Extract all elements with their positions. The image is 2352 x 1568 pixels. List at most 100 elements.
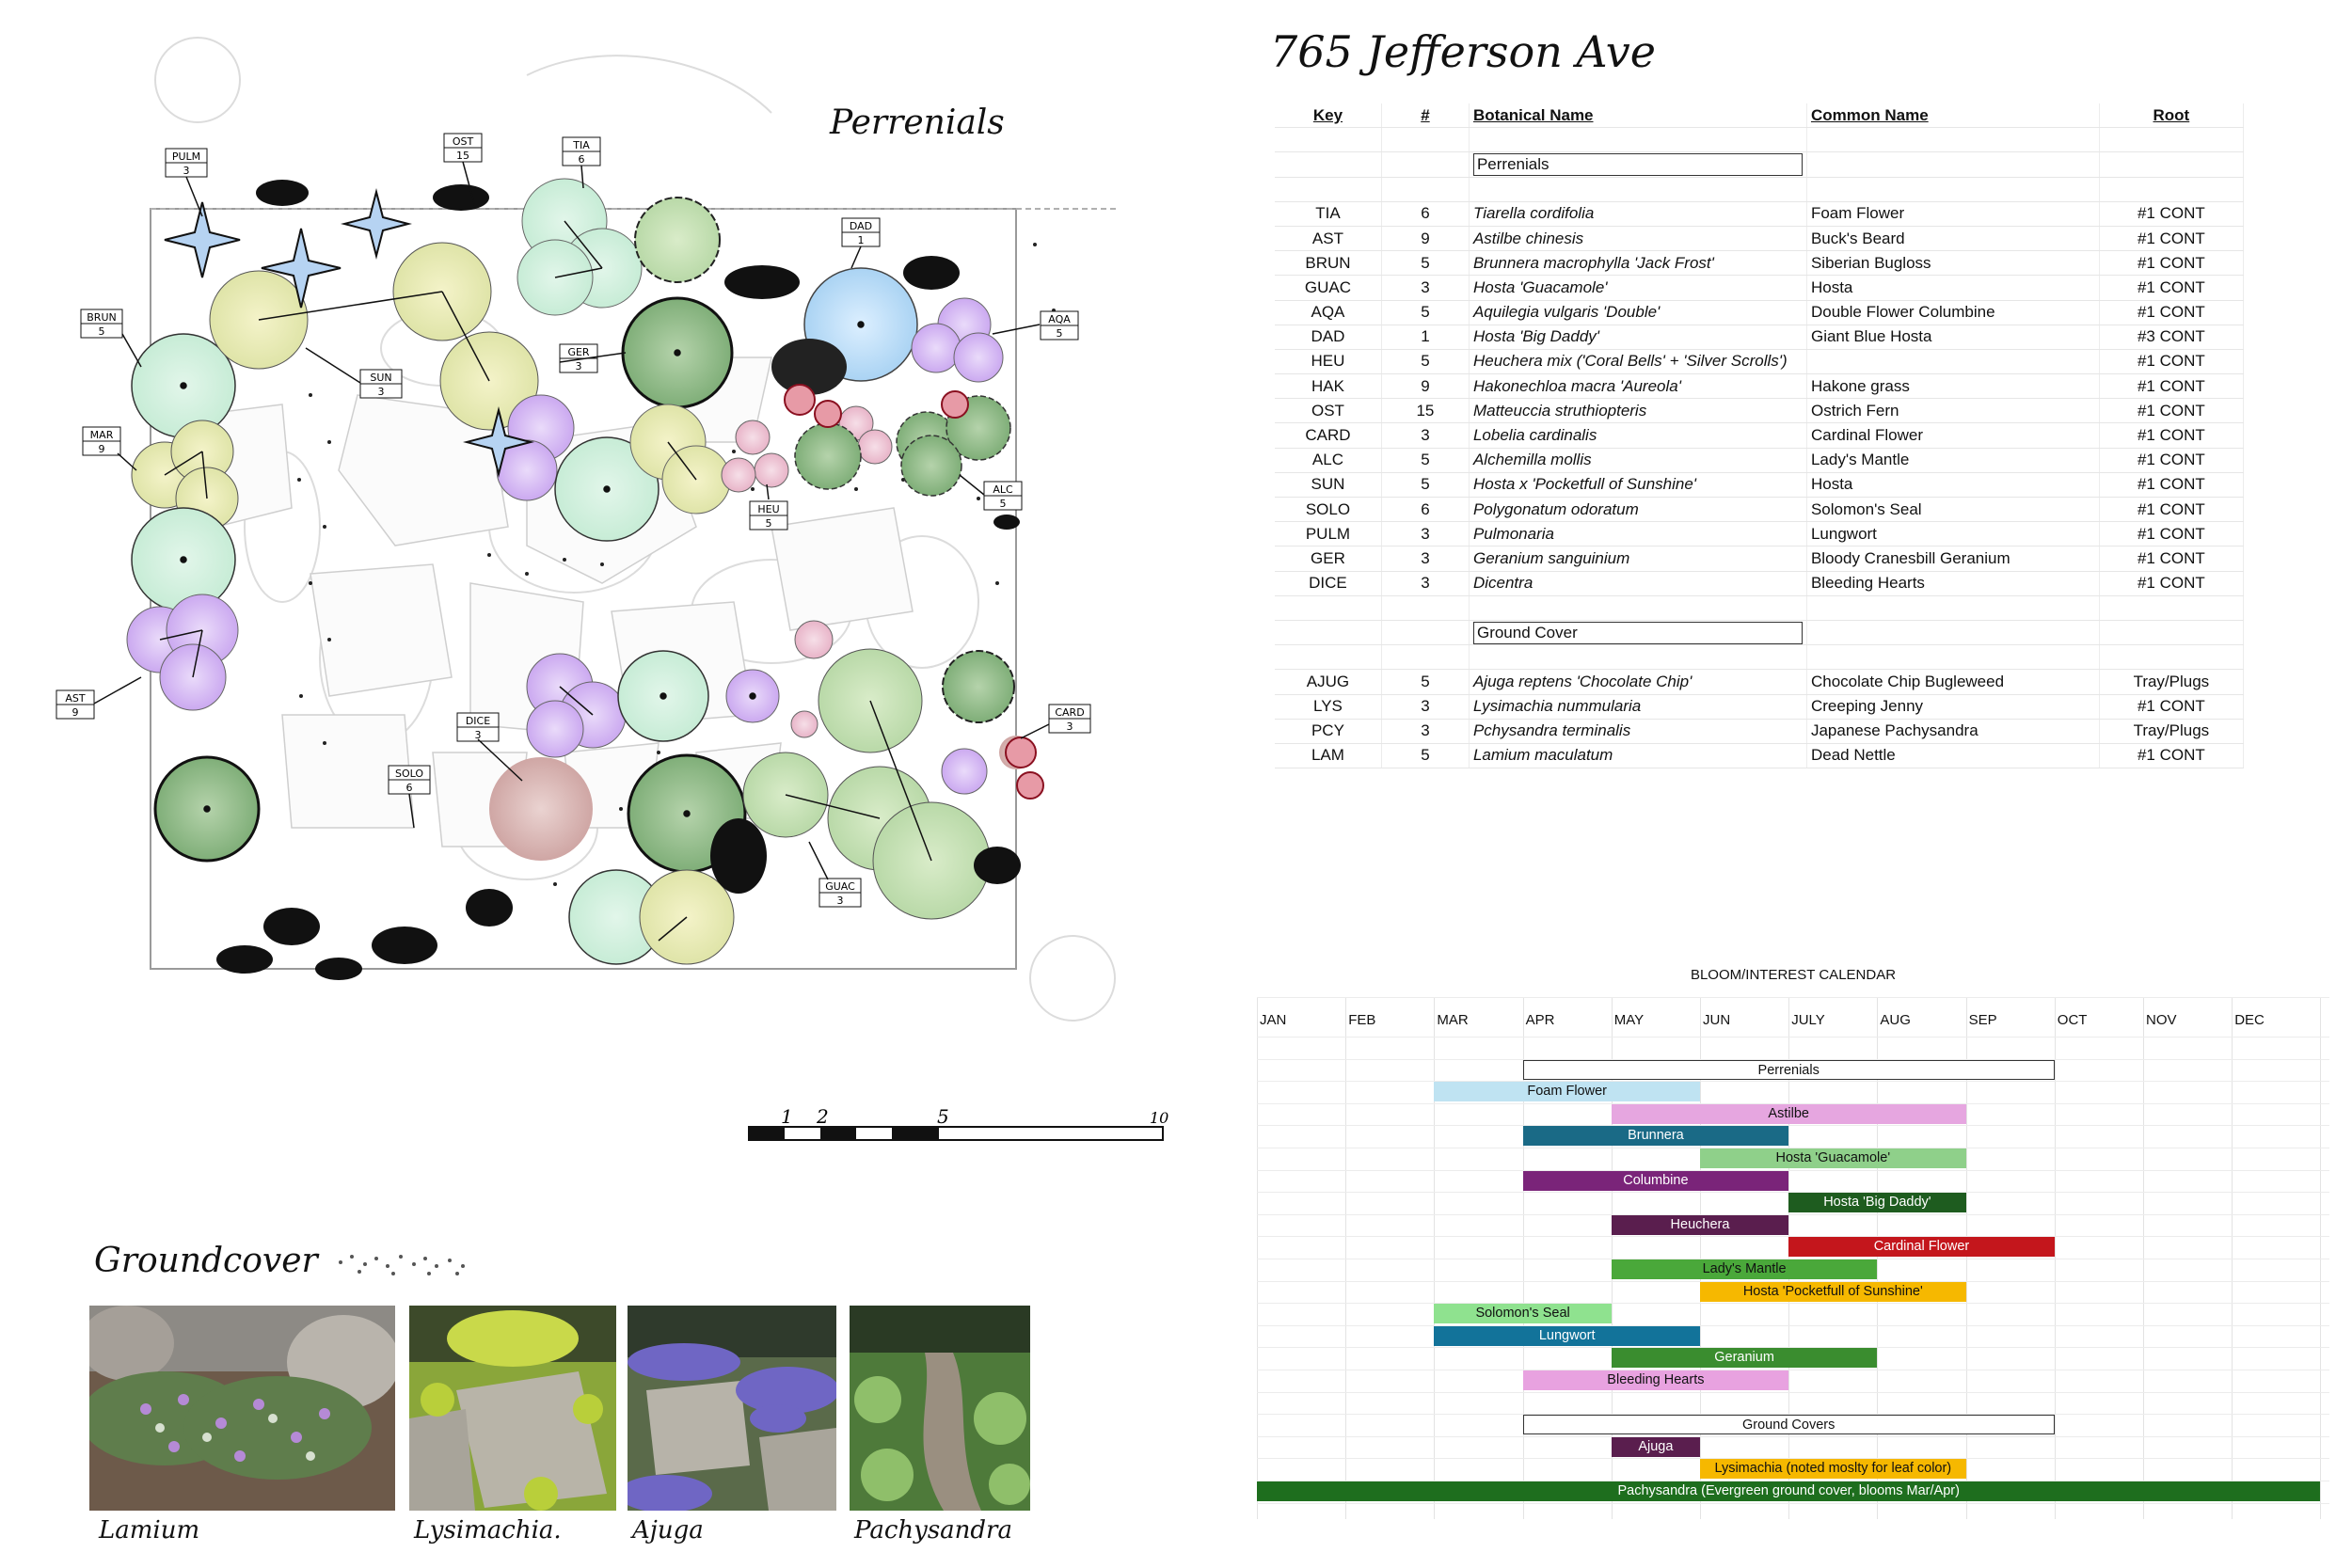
botanical-name: Ajuga reptens 'Chocolate Chip' xyxy=(1469,669,1807,695)
section-cell: Perrenials xyxy=(1469,151,1807,178)
empty-cell xyxy=(2099,127,2245,153)
table-row: HAK 9 Hakonechloa macra 'Aureola' Hakone gr… xyxy=(1275,373,2245,400)
root-size: #1 CONT xyxy=(2099,275,2245,301)
common-name: Bloody Cranesbill Geranium xyxy=(1806,546,2100,572)
common-name: Hosta xyxy=(1806,472,2100,499)
plant-quantity: 6 xyxy=(1381,201,1470,227)
bloom-bar: Geranium xyxy=(1611,1348,1878,1369)
plant-quantity: 9 xyxy=(1381,226,1470,252)
group-connectors xyxy=(159,220,932,942)
empty-cell xyxy=(1275,644,1382,671)
botanical-name: Hosta 'Big Daddy' xyxy=(1469,325,1807,350)
tag-qty: 6 xyxy=(579,153,585,166)
plant-quantity: 5 xyxy=(1381,250,1470,277)
plant-key: SUN xyxy=(1275,472,1382,499)
common-name: Lady's Mantle xyxy=(1806,448,2100,473)
plant-key: CARD xyxy=(1275,422,1382,449)
plant-key: LYS xyxy=(1275,694,1382,720)
tag-code: AQA xyxy=(1048,313,1071,325)
bloom-bar: Solomon's Seal xyxy=(1434,1304,1612,1324)
calendar-row-line xyxy=(1257,1414,2329,1416)
plant-quantity: 5 xyxy=(1381,300,1470,325)
table-row: AJUG 5 Ajuga reptens 'Chocolate Chip' Choco… xyxy=(1275,669,2245,695)
common-name: Solomon's Seal xyxy=(1806,497,2100,523)
calendar-column-line xyxy=(2232,997,2233,1519)
plant-key: GER xyxy=(1275,546,1382,572)
plant-key: PCY xyxy=(1275,719,1382,744)
tag-code: DAD xyxy=(850,220,872,232)
tag-code: CARD xyxy=(1055,706,1084,719)
calendar-row-line xyxy=(1257,1458,2329,1460)
calendar-month-label: JUN xyxy=(1703,1012,1731,1028)
common-name: Buck's Beard xyxy=(1806,226,2100,252)
calendar-month-label: OCT xyxy=(2057,1012,2088,1028)
bloom-bar: Foam Flower xyxy=(1434,1082,1700,1102)
table-row: TIA 6 Tiarella cordifolia Foam Flower #1 CON… xyxy=(1275,201,2245,227)
table-row: DAD 1 Hosta 'Big Daddy' Giant Blue Hosta #3 … xyxy=(1275,325,2245,350)
plant-key: HAK xyxy=(1275,373,1382,400)
plant-key: AQA xyxy=(1275,300,1382,325)
plant-key: GUAC xyxy=(1275,275,1382,301)
tag-code: ALC xyxy=(993,483,1013,496)
blank-row xyxy=(1275,595,2245,621)
section-row: Ground Cover xyxy=(1275,620,2245,646)
empty-cell xyxy=(1806,644,2100,671)
tag-qty: 9 xyxy=(99,443,105,455)
tag-code: OST xyxy=(453,135,474,148)
tag-qty: 5 xyxy=(99,325,105,338)
plant-quantity: 3 xyxy=(1381,546,1470,572)
calendar-month-label: JULY xyxy=(1791,1012,1825,1028)
table-row: PCY 3 Pchysandra terminalis Japanese Pachys… xyxy=(1275,719,2245,744)
botanical-name: Lamium maculatum xyxy=(1469,743,1807,769)
plant-schedule-table: Key # Botanical Name Common Name Root Pe… xyxy=(1275,103,2245,769)
blank-row xyxy=(1275,177,2245,202)
empty-cell xyxy=(1469,177,1807,202)
calendar-title: BLOOM/INTEREST CALENDAR xyxy=(1690,967,1897,983)
section-row: Perrenials xyxy=(1275,151,2245,178)
plant-quantity: 5 xyxy=(1381,448,1470,473)
table-row: LYS 3 Lysimachia nummularia Creeping Jenny #… xyxy=(1275,694,2245,720)
botanical-name: Pulmonaria xyxy=(1469,521,1807,547)
table-row: SUN 5 Hosta x 'Pocketfull of Sunshine' Host… xyxy=(1275,472,2245,499)
root-size: Tray/Plugs xyxy=(2099,669,2245,695)
table-row: AQA 5 Aquilegia vulgaris 'Double' Double Fl… xyxy=(1275,300,2245,325)
plant-quantity: 5 xyxy=(1381,743,1470,769)
calendar-row-line xyxy=(1257,1303,2329,1305)
calendar-section-label: Ground Covers xyxy=(1522,1415,2055,1435)
root-size: #1 CONT xyxy=(2099,398,2245,424)
calendar-row-line xyxy=(1257,1502,2329,1504)
calendar-column-line xyxy=(2143,997,2144,1519)
tag-code: GER xyxy=(567,346,589,358)
bloom-bar: Hosta 'Big Daddy' xyxy=(1788,1193,1966,1213)
common-name: Double Flower Columbine xyxy=(1806,300,2100,325)
empty-cell xyxy=(1275,177,1382,202)
table-row: BRUN 5 Brunnera macrophylla 'Jack Frost' Si… xyxy=(1275,250,2245,277)
calendar-column-line xyxy=(1522,997,1524,1519)
plant-key: OST xyxy=(1275,398,1382,424)
tag-code: SOLO xyxy=(395,768,423,780)
botanical-name: Alchemilla mollis xyxy=(1469,448,1807,473)
calendar-row-line xyxy=(1257,1236,2329,1238)
botanical-name: Geranium sanguinium xyxy=(1469,546,1807,572)
scale-label: 5 xyxy=(937,1105,949,1128)
common-name: Chocolate Chip Bugleweed xyxy=(1806,669,2100,695)
table-body: Perrenials TIA 6 Tiarella cordifolia Foam Fl… xyxy=(1275,127,2245,769)
bloom-bar: Lady's Mantle xyxy=(1611,1259,1878,1279)
section-label: Ground Cover xyxy=(1472,621,1803,644)
empty-cell xyxy=(2099,620,2245,646)
plant-quantity: 3 xyxy=(1381,571,1470,596)
page-title: 765 Jefferson Ave xyxy=(1270,26,1657,77)
root-size: #1 CONT xyxy=(2099,422,2245,449)
header-root: Root xyxy=(2099,103,2245,129)
botanical-name: Hosta 'Guacamole' xyxy=(1469,275,1807,301)
common-name: Japanese Pachysandra xyxy=(1806,719,2100,744)
tag-qty: 15 xyxy=(456,150,469,162)
root-size: #1 CONT xyxy=(2099,743,2245,769)
calendar-header-line xyxy=(1257,997,2329,998)
calendar-row-line xyxy=(1257,1324,2329,1326)
bloom-bar: Bleeding Hearts xyxy=(1522,1370,1789,1390)
ajuga-photo xyxy=(628,1306,836,1511)
botanical-name: Heuchera mix ('Coral Bells' + 'Silver Sc… xyxy=(1469,349,1807,375)
plant-quantity: 6 xyxy=(1381,497,1470,523)
